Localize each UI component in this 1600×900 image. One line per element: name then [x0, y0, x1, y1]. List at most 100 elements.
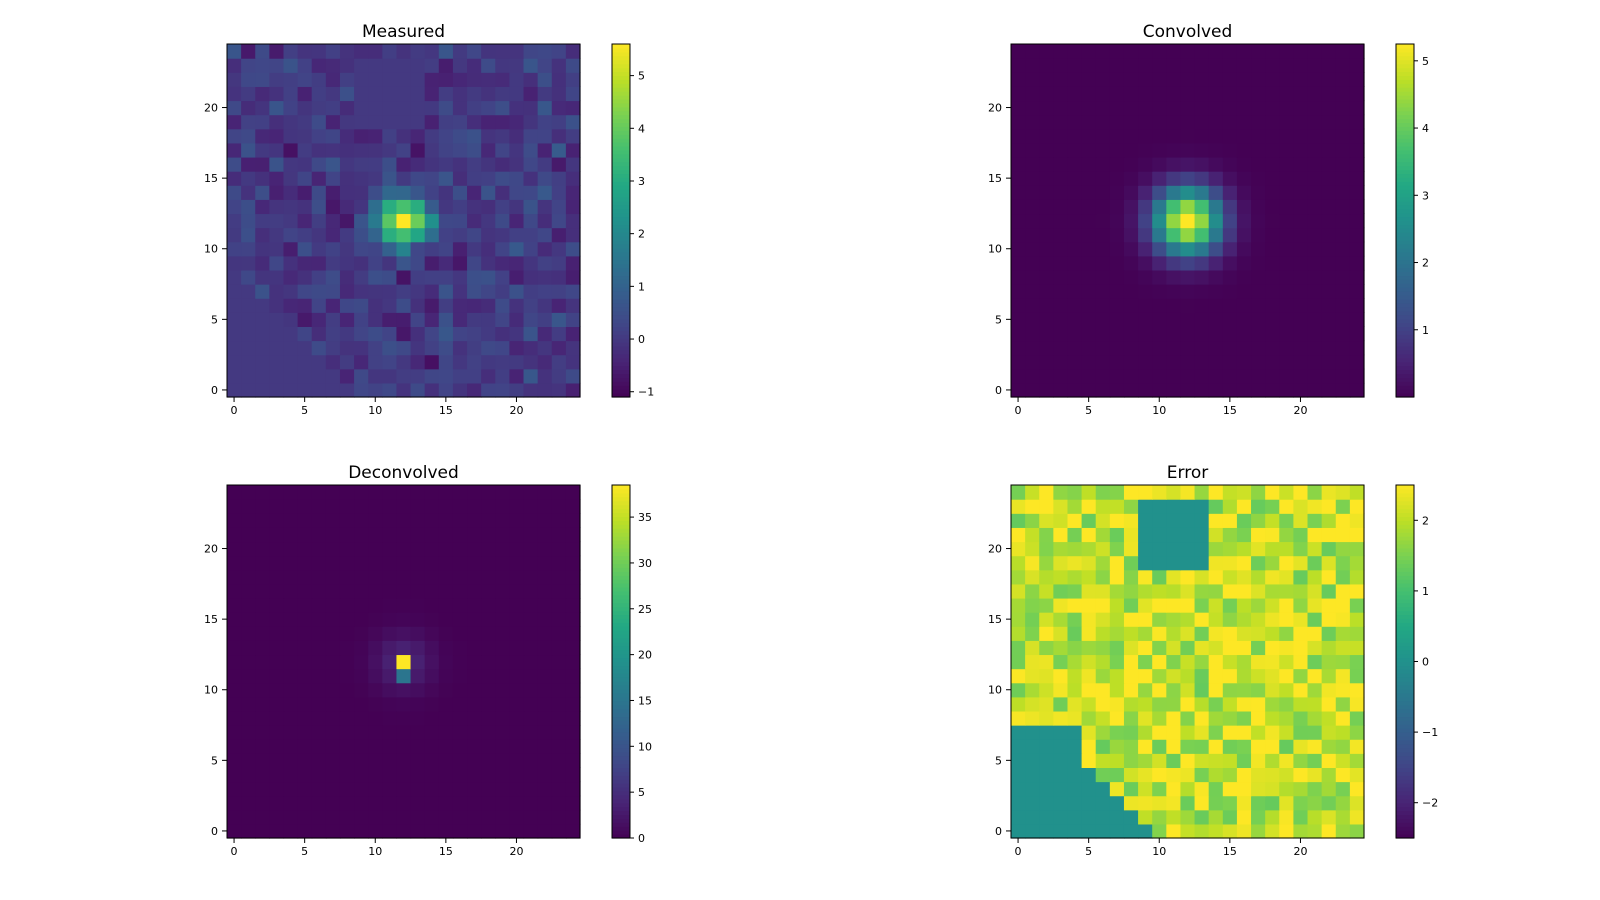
colorbar-segment	[612, 763, 630, 768]
heatmap-cell	[1123, 809, 1139, 825]
heatmap-cell	[1067, 142, 1083, 158]
heatmap-cell	[1166, 583, 1182, 599]
heatmap-cell	[424, 527, 440, 543]
colorbar-segment	[1396, 685, 1414, 690]
heatmap-cell	[1251, 555, 1266, 571]
heatmap-cell	[1053, 354, 1069, 370]
heatmap-cell	[1349, 781, 1365, 797]
heatmap-cell	[1293, 382, 1309, 398]
heatmap-cell	[1039, 368, 1054, 384]
heatmap-cell	[1279, 44, 1294, 59]
heatmap-cell	[368, 612, 383, 627]
heatmap-cell	[523, 485, 539, 500]
heatmap-cell	[1109, 485, 1125, 500]
heatmap-cell	[1067, 72, 1083, 87]
heatmap-cell	[481, 513, 496, 528]
heatmap-cell	[452, 298, 468, 313]
heatmap-cell	[1194, 767, 1210, 783]
heatmap-cell	[1053, 227, 1069, 243]
colorbar-tick-label: 5	[1422, 55, 1429, 68]
colorbar-segment	[612, 802, 630, 808]
heatmap-cell	[1194, 583, 1210, 599]
heatmap-cell	[1166, 626, 1182, 641]
heatmap-cell	[481, 58, 496, 73]
heatmap-cell	[509, 823, 525, 839]
heatmap-cell	[1067, 809, 1083, 825]
heatmap-cell	[537, 513, 553, 528]
heatmap-cell	[1265, 58, 1280, 73]
colorbar-segment	[1396, 563, 1414, 568]
colorbar-segment	[612, 134, 630, 139]
heatmap-cell	[1152, 725, 1167, 740]
heatmap-cell	[1236, 44, 1252, 59]
heatmap-cell	[241, 569, 256, 585]
heatmap-cell	[396, 795, 412, 811]
heatmap-cell	[325, 354, 341, 370]
heatmap-cell	[424, 213, 440, 229]
heatmap-cell	[1236, 739, 1252, 754]
heatmap-cell	[297, 739, 313, 754]
heatmap-cell	[1265, 597, 1280, 613]
heatmap-cell	[339, 255, 355, 271]
heatmap-cell	[438, 354, 454, 370]
heatmap-cell	[1222, 555, 1238, 571]
heatmap-cell	[1180, 499, 1196, 514]
heatmap-cell	[424, 284, 440, 299]
colorbar-segment	[1396, 373, 1414, 378]
heatmap-cell	[1307, 583, 1323, 599]
colorbar-segment	[612, 830, 630, 835]
heatmap-cell	[1081, 640, 1097, 656]
heatmap-cell	[227, 128, 242, 144]
colorbar-segment	[1396, 532, 1414, 537]
heatmap-cell	[1236, 326, 1252, 342]
heatmap-cell	[1194, 340, 1210, 356]
heatmap-cell	[509, 382, 525, 398]
heatmap-cell	[1335, 583, 1351, 599]
heatmap-cell	[1025, 739, 1040, 754]
heatmap-cell	[1109, 312, 1125, 327]
heatmap-cell	[1307, 499, 1323, 514]
heatmap-cell	[1335, 753, 1351, 768]
heatmap-cell	[325, 499, 341, 514]
heatmap-cell	[325, 597, 341, 613]
heatmap-cell	[1335, 185, 1351, 200]
heatmap-cell	[495, 809, 510, 825]
heatmap-cell	[283, 298, 299, 313]
heatmap-cell	[354, 597, 369, 613]
x-tick-label: 10	[368, 404, 382, 417]
colorbar-segment	[612, 330, 630, 335]
heatmap-cell	[481, 142, 496, 158]
heatmap-cell	[523, 696, 539, 712]
heatmap-cell	[1279, 368, 1294, 384]
heatmap-cell	[424, 654, 440, 670]
heatmap-cell	[325, 156, 341, 172]
heatmap-cell	[1279, 781, 1294, 797]
heatmap-cell	[297, 767, 313, 783]
heatmap-cell	[354, 499, 369, 514]
heatmap-cell	[551, 213, 567, 229]
heatmap-cell	[1180, 354, 1196, 370]
heatmap-cell	[1349, 255, 1365, 271]
heatmap-cell	[1166, 739, 1182, 754]
heatmap-cell	[1123, 382, 1139, 398]
heatmap-cell	[1265, 626, 1280, 641]
colorbar-tick-label: 0	[1422, 656, 1429, 669]
heatmap-cell	[1349, 326, 1365, 342]
heatmap-cell	[1011, 86, 1026, 102]
heatmap-cell	[297, 823, 313, 839]
colorbar-segment	[612, 165, 630, 171]
heatmap-cell	[1039, 185, 1054, 200]
heatmap-cell	[325, 340, 341, 356]
colorbar-segment	[1396, 385, 1414, 390]
heatmap-cell	[396, 298, 412, 313]
heatmap-cell	[1039, 823, 1054, 839]
heatmap-cell	[1335, 114, 1351, 130]
colorbar-segment	[1396, 751, 1414, 757]
heatmap-cell	[396, 513, 412, 528]
heatmap-cell	[1251, 513, 1266, 528]
heatmap-cell	[255, 513, 270, 528]
heatmap-cell	[452, 156, 468, 172]
colorbar-segment	[1396, 291, 1414, 296]
heatmap-cell	[1123, 541, 1139, 557]
heatmap-cell	[1349, 199, 1365, 215]
